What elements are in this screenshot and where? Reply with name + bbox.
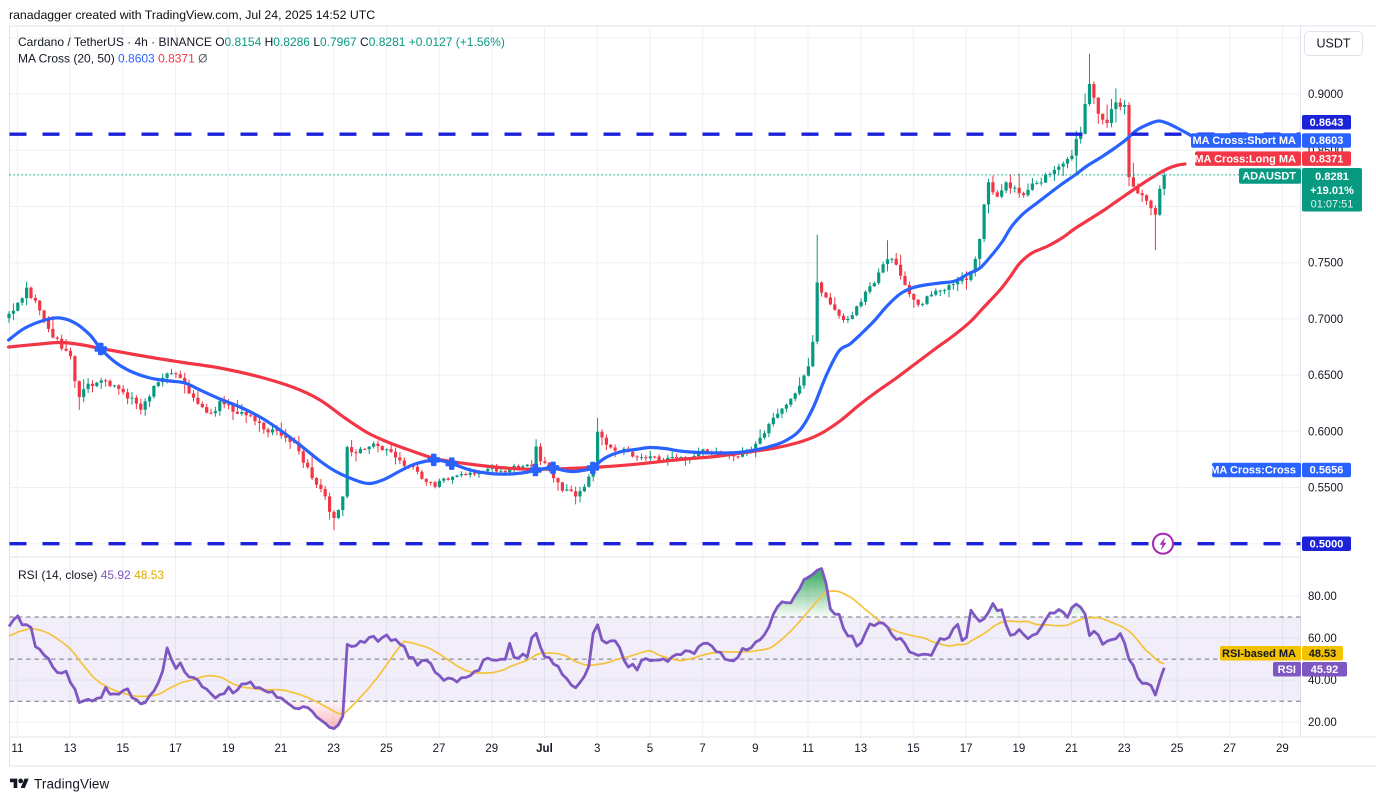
svg-text:ranadagger created with Tradin: ranadagger created with TradingView.com,…: [9, 8, 375, 22]
svg-text:23: 23: [327, 743, 340, 755]
svg-text:29: 29: [1276, 743, 1289, 755]
svg-text:Cardano / TetherUS · 4h · BINA: Cardano / TetherUS · 4h · BINANCE O0.815…: [18, 35, 505, 49]
svg-text:MA Cross:Cross: MA Cross:Cross: [1210, 465, 1296, 477]
svg-text:40.00: 40.00: [1308, 675, 1337, 687]
svg-text:15: 15: [116, 743, 129, 755]
svg-text:0.6000: 0.6000: [1308, 426, 1343, 438]
svg-text:80.00: 80.00: [1308, 591, 1337, 603]
svg-text:0.7500: 0.7500: [1308, 258, 1343, 270]
svg-text:0.8371: 0.8371: [1310, 153, 1344, 165]
svg-text:23: 23: [1118, 743, 1131, 755]
svg-text:7: 7: [699, 743, 705, 755]
svg-text:5: 5: [647, 743, 653, 755]
svg-text:25: 25: [380, 743, 393, 755]
svg-text:11: 11: [11, 743, 23, 755]
svg-text:0.5656: 0.5656: [1310, 465, 1344, 477]
svg-text:ADAUSDT: ADAUSDT: [1242, 171, 1296, 183]
svg-text:60.00: 60.00: [1308, 633, 1337, 645]
svg-text:20.00: 20.00: [1308, 717, 1337, 729]
svg-text:TradingView: TradingView: [34, 777, 110, 792]
svg-text:13: 13: [64, 743, 77, 755]
svg-text:27: 27: [1223, 743, 1236, 755]
svg-text:13: 13: [854, 743, 867, 755]
svg-text:17: 17: [960, 743, 973, 755]
svg-text:0.6500: 0.6500: [1308, 370, 1343, 382]
svg-text:MA Cross:Long MA: MA Cross:Long MA: [1194, 153, 1296, 165]
svg-text:01:07:51: 01:07:51: [1311, 199, 1354, 211]
svg-text:MA Cross:Short MA: MA Cross:Short MA: [1193, 135, 1297, 147]
svg-text:0.5500: 0.5500: [1308, 483, 1343, 495]
svg-text:RSI: RSI: [1278, 664, 1296, 676]
svg-text:0.8603: 0.8603: [1310, 135, 1344, 147]
svg-text:11: 11: [802, 743, 814, 755]
svg-text:USDT: USDT: [1316, 37, 1350, 51]
svg-text:3: 3: [594, 743, 600, 755]
svg-text:19: 19: [1012, 743, 1025, 755]
svg-text:MA Cross (20, 50) 0.8603 0.8: MA Cross (20, 50) 0.8603 0.8371 Ø: [18, 52, 207, 66]
svg-text:19: 19: [222, 743, 235, 755]
svg-text:21: 21: [275, 743, 288, 755]
svg-text:0.9000: 0.9000: [1308, 89, 1343, 101]
svg-text:RSI (14, close) 45.92 48.53: RSI (14, close) 45.92 48.53: [18, 568, 164, 582]
svg-text:+19.01%: +19.01%: [1310, 185, 1354, 197]
svg-text:0.8643: 0.8643: [1310, 117, 1344, 129]
svg-text:27: 27: [433, 743, 446, 755]
svg-text:0.7000: 0.7000: [1308, 314, 1343, 326]
svg-text:29: 29: [485, 743, 498, 755]
svg-text:17: 17: [169, 743, 182, 755]
svg-text:21: 21: [1065, 743, 1078, 755]
svg-text:9: 9: [752, 743, 758, 755]
svg-text:0.5000: 0.5000: [1310, 538, 1344, 550]
svg-text:Jul: Jul: [536, 743, 553, 755]
svg-text:45.92: 45.92: [1311, 664, 1339, 676]
svg-text:15: 15: [907, 743, 920, 755]
svg-text:25: 25: [1171, 743, 1184, 755]
svg-text:0.8281: 0.8281: [1315, 171, 1349, 183]
svg-text:48.53: 48.53: [1309, 648, 1337, 660]
svg-text:RSI-based MA: RSI-based MA: [1222, 648, 1296, 660]
